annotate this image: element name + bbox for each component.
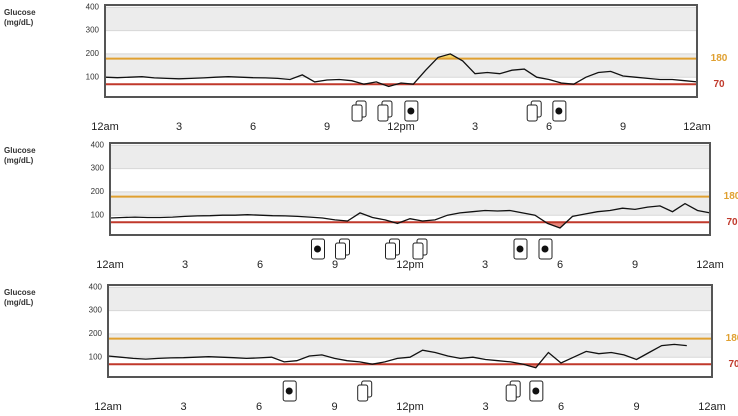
event-marker-dot — [407, 107, 415, 115]
y-axis-label: Glucose — [4, 8, 36, 17]
x-tick-label: 6 — [250, 121, 256, 133]
plot-frame — [109, 142, 711, 236]
x-tick-label: 9 — [620, 121, 626, 133]
y-axis-label: (mg/dL) — [4, 18, 34, 27]
target-label: 180 — [724, 191, 738, 202]
grid-band — [105, 53, 697, 78]
x-tick-label: 12pm — [396, 259, 424, 271]
x-tick-label: 3 — [182, 259, 188, 271]
y-tick-label: 200 — [89, 329, 103, 338]
x-tick-label: 3 — [482, 259, 488, 271]
event-marker-back — [335, 242, 346, 260]
chart-panel: 100 200 300 400 Glucose(mg/dL) 180 70 12am 3 6 9 12… — [4, 282, 738, 412]
y-tick-label: 200 — [86, 49, 100, 58]
event-marker-dot — [314, 245, 321, 253]
x-tick-label: 12am — [683, 121, 711, 133]
event-marker-dot — [516, 245, 524, 253]
y-tick-label: 400 — [86, 2, 100, 11]
y-tick-label: 100 — [89, 352, 103, 361]
event-marker-back — [351, 104, 363, 122]
grid-band — [108, 287, 712, 311]
x-tick-label: 9 — [633, 401, 639, 413]
x-tick-label: 6 — [257, 259, 263, 271]
glucose-line — [104, 53, 698, 88]
x-tick-label: 12pm — [387, 121, 415, 133]
y-axis-label: (mg/dL) — [4, 156, 34, 165]
x-tick-label: 6 — [546, 121, 552, 133]
y-tick-label: 400 — [89, 282, 103, 291]
x-tick-label: 12am — [698, 401, 726, 413]
grid-band — [105, 7, 697, 31]
glucose-line — [109, 202, 711, 229]
event-marker-back — [377, 104, 389, 122]
y-tick-label: 100 — [86, 72, 100, 81]
event-marker-dot — [532, 387, 540, 395]
event-marker-back — [357, 384, 369, 402]
x-tick-label: 6 — [557, 259, 563, 271]
y-tick-label: 300 — [91, 164, 105, 173]
y-tick-label: 100 — [91, 210, 105, 219]
target-label: 180 — [726, 333, 738, 344]
chart-panel: 100 200 300 400 Glucose(mg/dL) 180 70 12am 3 6 9 12… — [4, 140, 738, 270]
y-axis-label: (mg/dL) — [4, 298, 34, 307]
y-axis-label: Glucose — [4, 146, 36, 155]
event-marker-dot — [541, 245, 549, 253]
x-tick-label: 6 — [558, 401, 564, 413]
event-marker-dot — [555, 107, 563, 115]
excursion-fill — [110, 222, 710, 229]
target-label: 70 — [713, 79, 725, 90]
plot-frame — [104, 4, 698, 98]
x-tick-label: 9 — [632, 259, 638, 271]
event-marker-back — [526, 104, 538, 122]
event-marker-back — [505, 384, 517, 402]
x-tick-label: 9 — [324, 121, 330, 133]
y-axis-label: Glucose — [4, 288, 36, 297]
x-tick-label: 12pm — [396, 401, 424, 413]
x-tick-label: 12am — [94, 401, 122, 413]
x-tick-label: 3 — [482, 401, 488, 413]
chart-panel: 100 200 300 400 Glucose(mg/dL) 180 70 12am 3 6 9 12… — [4, 2, 728, 132]
y-tick-label: 300 — [89, 306, 103, 315]
event-marker-back — [412, 242, 424, 260]
y-tick-label: 300 — [86, 26, 100, 35]
plot-frame — [107, 284, 713, 378]
glucose-line — [107, 343, 687, 369]
x-tick-label: 9 — [332, 259, 338, 271]
x-tick-label: 3 — [180, 401, 186, 413]
x-tick-label: 12am — [91, 121, 119, 133]
x-tick-label: 3 — [176, 121, 182, 133]
event-marker-dot — [285, 387, 293, 395]
x-tick-label: 12am — [96, 259, 124, 271]
target-label: 70 — [726, 217, 738, 228]
y-tick-label: 400 — [91, 140, 105, 149]
x-tick-label: 12am — [696, 259, 724, 271]
grid-band — [110, 191, 710, 216]
x-tick-label: 3 — [472, 121, 478, 133]
grid-band — [110, 145, 710, 169]
target-label: 70 — [728, 359, 738, 370]
target-label: 180 — [711, 53, 728, 64]
x-tick-label: 6 — [256, 401, 262, 413]
event-marker-back — [385, 242, 396, 260]
y-tick-label: 200 — [91, 187, 105, 196]
x-tick-label: 9 — [331, 401, 337, 413]
grid-band — [108, 333, 712, 358]
